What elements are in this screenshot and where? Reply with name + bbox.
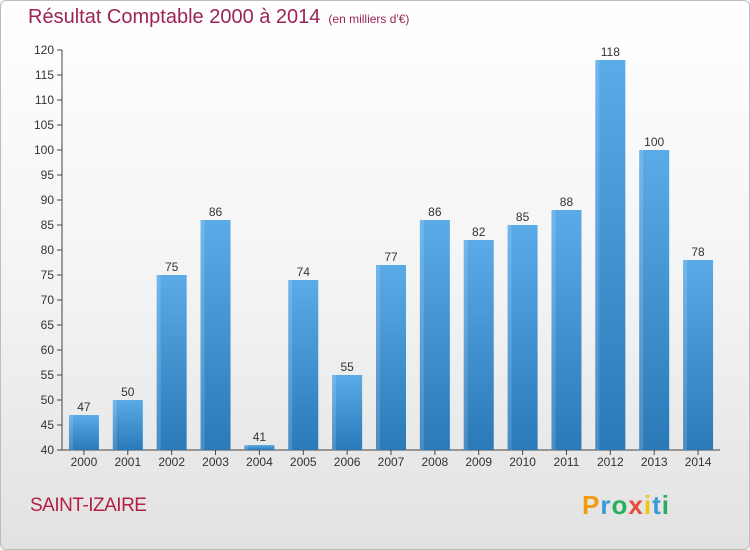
proxiti-logo[interactable]: Proxiti	[582, 490, 670, 521]
y-tick-label: 100	[34, 143, 54, 157]
logo-letter: x	[628, 490, 644, 520]
x-tick-label: 2001	[114, 455, 141, 469]
x-tick-label: 2014	[685, 455, 712, 469]
y-tick-label: 70	[41, 293, 55, 307]
y-tick-label: 95	[41, 168, 55, 182]
bar	[507, 225, 538, 450]
y-tick-label: 110	[35, 93, 54, 107]
logo-letter: r	[600, 490, 612, 520]
commune-name: SAINT-IZAIRE	[30, 495, 147, 516]
bar-value-label: 74	[297, 265, 311, 279]
bar	[288, 280, 319, 450]
bar-value-label: 50	[121, 385, 135, 399]
bar-value-label: 75	[165, 260, 179, 274]
y-tick-label: 80	[41, 243, 55, 257]
bar-value-label: 86	[209, 205, 223, 219]
logo-letter: i	[643, 490, 653, 520]
bar-highlight	[288, 280, 293, 450]
x-tick-label: 2008	[422, 455, 449, 469]
y-tick-label: 75	[41, 268, 55, 282]
bar-value-label: 85	[516, 210, 530, 224]
bar	[200, 220, 231, 450]
bar-value-label: 77	[384, 250, 398, 264]
bar-highlight	[244, 445, 249, 450]
y-tick-label: 50	[41, 393, 55, 407]
bar-value-label: 100	[644, 135, 664, 149]
bar	[112, 400, 143, 450]
y-tick-label: 45	[41, 418, 55, 432]
x-tick-label: 2013	[641, 455, 668, 469]
bar-value-label: 82	[472, 225, 486, 239]
bar-highlight	[507, 225, 512, 450]
logo-letter: t	[652, 490, 662, 520]
bar-value-label: 47	[77, 400, 91, 414]
bar-value-label: 86	[428, 205, 442, 219]
bar-value-label: 78	[691, 245, 705, 259]
y-tick-label: 55	[41, 368, 55, 382]
bar-highlight	[112, 400, 117, 450]
bar-highlight	[68, 415, 73, 450]
bar-highlight	[639, 150, 644, 450]
bar-highlight	[156, 275, 161, 450]
y-tick-label: 60	[41, 343, 55, 357]
y-tick-label: 85	[41, 218, 55, 232]
x-tick-label: 2006	[334, 455, 361, 469]
x-tick-label: 2003	[202, 455, 229, 469]
bar-highlight	[595, 60, 600, 450]
bar	[156, 275, 187, 450]
bar-value-label: 118	[601, 45, 620, 59]
chart-title-text: Résultat Comptable 2000 à 2014	[28, 6, 321, 28]
bar	[463, 240, 494, 450]
bar-highlight	[332, 375, 337, 450]
bar	[244, 445, 275, 450]
bar-highlight	[200, 220, 205, 450]
y-tick-label: 120	[34, 43, 54, 57]
bar	[376, 265, 406, 450]
bar	[595, 60, 626, 450]
x-tick-label: 2005	[290, 455, 317, 469]
x-tick-label: 2004	[246, 455, 273, 469]
chart-subtitle: (en milliers d'€)	[328, 12, 410, 26]
x-tick-label: 2010	[509, 455, 536, 469]
bar	[683, 260, 714, 450]
chart-title: Résultat Comptable 2000 à 2014 (en millie…	[28, 6, 409, 29]
bar-highlight	[419, 220, 424, 450]
bar-value-label: 41	[253, 430, 267, 444]
bar	[419, 220, 450, 450]
y-tick-label: 40	[41, 443, 55, 457]
bar	[551, 210, 582, 450]
x-tick-label: 2000	[71, 455, 98, 469]
bar-value-label: 88	[560, 195, 574, 209]
logo-letter: o	[611, 490, 629, 520]
bar	[68, 415, 99, 450]
x-tick-label: 2009	[465, 455, 492, 469]
y-tick-label: 105	[34, 118, 54, 132]
y-tick-label: 65	[41, 318, 55, 332]
bar	[639, 150, 670, 450]
bar-highlight	[683, 260, 688, 450]
bar-value-label: 55	[340, 360, 354, 374]
y-tick-label: 115	[35, 68, 54, 82]
logo-letter: P	[582, 490, 601, 520]
x-tick-label: 2011	[554, 455, 580, 469]
y-tick-label: 90	[41, 193, 55, 207]
bar-highlight	[376, 265, 380, 450]
bar-highlight	[551, 210, 556, 450]
bar-highlight	[463, 240, 468, 450]
x-tick-label: 2007	[378, 455, 405, 469]
logo-letter: i	[661, 490, 670, 520]
bar	[332, 375, 363, 450]
x-tick-label: 2012	[597, 455, 624, 469]
x-tick-label: 2002	[158, 455, 185, 469]
